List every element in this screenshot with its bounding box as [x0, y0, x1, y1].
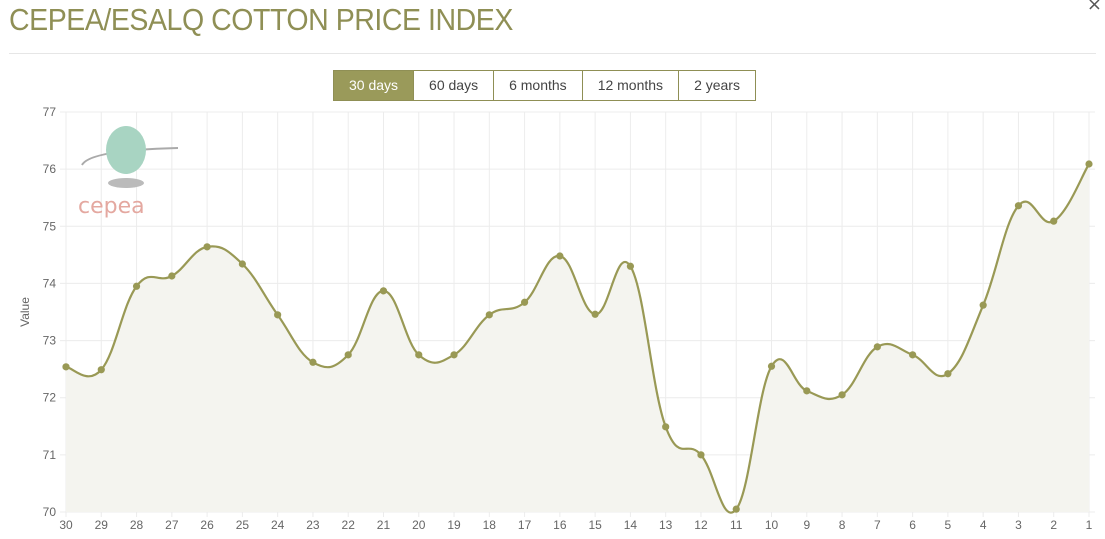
- y-tick-label: 73: [43, 334, 57, 348]
- x-tick-label: 6: [909, 518, 916, 532]
- x-tick-label: 20: [412, 518, 426, 532]
- tab-2-years[interactable]: 2 years: [678, 71, 755, 100]
- data-point-8[interactable]: [838, 391, 846, 399]
- x-tick-label: 3: [1015, 518, 1022, 532]
- data-point-19[interactable]: [450, 351, 458, 359]
- x-tick-label: 14: [624, 518, 638, 532]
- y-tick-label: 77: [43, 105, 57, 119]
- data-point-4[interactable]: [979, 301, 987, 309]
- data-point-22[interactable]: [344, 351, 352, 359]
- logo-text: cepea: [78, 194, 145, 219]
- data-point-25[interactable]: [238, 260, 246, 268]
- x-tick-label: 5: [945, 518, 952, 532]
- data-point-18[interactable]: [485, 311, 493, 319]
- tab-12-months[interactable]: 12 months: [581, 71, 678, 100]
- x-tick-label: 23: [306, 518, 320, 532]
- x-tick-label: 27: [165, 518, 179, 532]
- x-tick-label: 1: [1086, 518, 1093, 532]
- data-point-3[interactable]: [1014, 202, 1023, 210]
- range-tabs: 30 days 60 days 6 months 12 months 2 yea…: [333, 70, 756, 101]
- x-tick-label: 21: [377, 518, 391, 532]
- data-point-29[interactable]: [97, 366, 105, 374]
- x-tick-label: 25: [236, 518, 250, 532]
- close-icon[interactable]: ×: [1086, 0, 1102, 15]
- cepea-logo: cepea: [78, 126, 179, 219]
- x-tick-label: 26: [200, 518, 214, 532]
- data-point-17[interactable]: [520, 298, 529, 306]
- y-tick-label: 71: [43, 448, 57, 462]
- page-title: CEPEA/ESALQ COTTON PRICE INDEX: [9, 2, 513, 37]
- series-line: [65, 163, 1090, 514]
- x-tick-label: 29: [95, 518, 109, 532]
- tab-6-months[interactable]: 6 months: [493, 71, 582, 100]
- y-axis-label: Value: [18, 297, 32, 327]
- tab-60-days[interactable]: 60 days: [413, 71, 493, 100]
- data-point-21[interactable]: [379, 287, 388, 295]
- tab-30-days[interactable]: 30 days: [334, 71, 414, 100]
- x-tick-label: 8: [839, 518, 846, 532]
- x-tick-label: 7: [874, 518, 881, 532]
- y-tick-label: 70: [43, 505, 57, 519]
- data-point-24[interactable]: [274, 311, 282, 319]
- data-point-12[interactable]: [697, 451, 705, 459]
- y-tick-label: 74: [43, 276, 57, 290]
- x-tick-label: 22: [342, 518, 356, 532]
- area-fill: [66, 164, 1089, 513]
- x-tick-label: 19: [447, 518, 461, 532]
- data-point-23[interactable]: [309, 358, 317, 366]
- data-point-5[interactable]: [944, 370, 952, 378]
- x-tick-label: 15: [588, 518, 602, 532]
- data-point-1[interactable]: [1085, 160, 1093, 168]
- data-point-2[interactable]: [1050, 217, 1058, 225]
- data-point-11[interactable]: [732, 505, 740, 513]
- x-tick-label: 16: [553, 518, 567, 532]
- x-tick-label: 4: [980, 518, 987, 532]
- x-tick-label: 2: [1050, 518, 1057, 532]
- x-tick-label: 28: [130, 518, 144, 532]
- x-tick-label: 13: [659, 518, 673, 532]
- divider: [9, 53, 1096, 54]
- data-point-9[interactable]: [803, 387, 811, 395]
- data-point-30[interactable]: [62, 363, 70, 371]
- x-tick-label: 9: [803, 518, 810, 532]
- data-point-20[interactable]: [415, 351, 423, 359]
- data-point-14[interactable]: [626, 262, 635, 270]
- data-point-28[interactable]: [132, 282, 141, 290]
- data-point-13[interactable]: [662, 423, 670, 431]
- data-point-27[interactable]: [168, 272, 176, 280]
- x-tick-label: 11: [730, 518, 743, 532]
- y-tick-label: 72: [43, 391, 57, 405]
- x-tick-label: 24: [271, 518, 285, 532]
- x-tick-label: 17: [518, 518, 532, 532]
- data-point-7[interactable]: [873, 343, 881, 351]
- x-tick-label: 30: [59, 518, 73, 532]
- x-tick-label: 10: [765, 518, 779, 532]
- y-tick-label: 75: [43, 219, 57, 233]
- x-tick-label: 18: [483, 518, 497, 532]
- data-point-15[interactable]: [591, 310, 599, 318]
- data-point-26[interactable]: [203, 243, 211, 251]
- data-point-16[interactable]: [556, 252, 564, 260]
- y-tick-label: 76: [43, 162, 57, 176]
- x-tick-label: 12: [694, 518, 708, 532]
- data-point-6[interactable]: [909, 351, 917, 359]
- data-point-10[interactable]: [767, 362, 776, 370]
